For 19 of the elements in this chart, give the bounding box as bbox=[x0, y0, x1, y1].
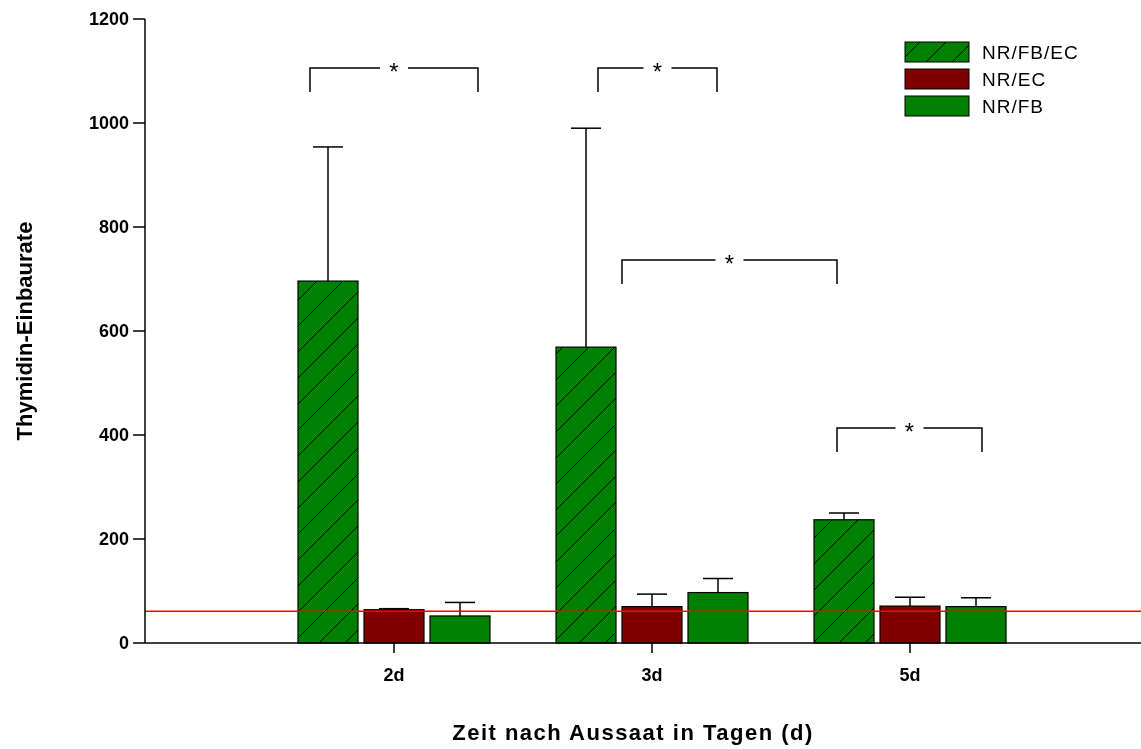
y-tick-label: 1000 bbox=[88, 113, 129, 134]
y-tick-label: 800 bbox=[98, 217, 129, 238]
annotation: * bbox=[652, 58, 663, 85]
legend-label: NR/EC bbox=[982, 68, 1047, 90]
y-tick-label: 0 bbox=[118, 633, 129, 654]
y-tick-label: 200 bbox=[98, 529, 129, 550]
y-tick-label: 400 bbox=[98, 425, 129, 446]
x-tick-label: 3d bbox=[641, 665, 663, 685]
legend-label: NR/FB bbox=[982, 95, 1044, 117]
annotation: * bbox=[724, 250, 735, 277]
annotation: * bbox=[904, 418, 915, 445]
legend-label: NR/FB/EC bbox=[982, 41, 1079, 63]
y-axis-title: Thymidin-Einbaurate bbox=[12, 221, 37, 441]
x-axis-title: Zeit nach Aussaat in Tagen (d) bbox=[452, 720, 814, 745]
x-tick-label: 5d bbox=[899, 665, 921, 685]
y-tick-label: 600 bbox=[98, 321, 129, 342]
y-tick-label: 1200 bbox=[88, 9, 129, 30]
annotation: * bbox=[389, 58, 399, 85]
x-tick-label: 2d bbox=[383, 665, 405, 685]
